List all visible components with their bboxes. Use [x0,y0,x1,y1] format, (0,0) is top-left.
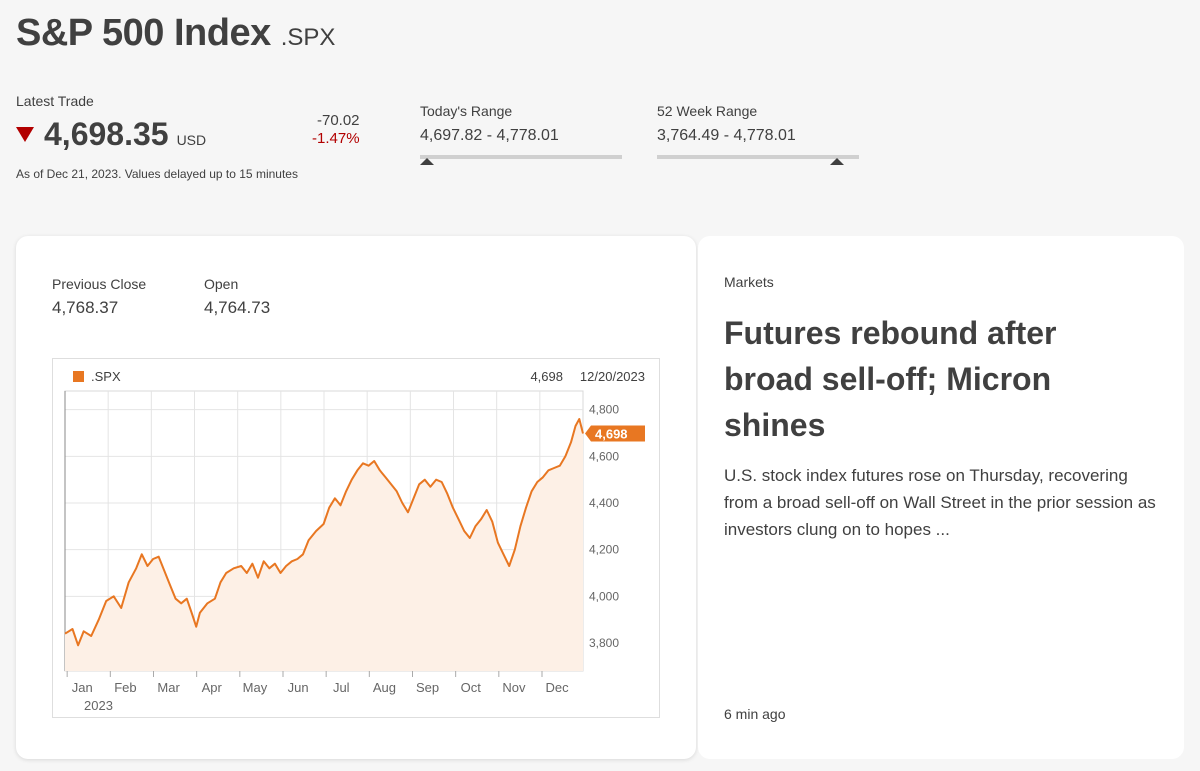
open-label: Open [204,276,239,292]
week52-range: 52 Week Range 3,764.49 - 4,778.01 [657,103,859,165]
y-tick-label: 4,200 [589,543,619,557]
todays-range-label: Today's Range [420,103,513,119]
todays-range-value: 4,697.82 - 4,778.01 [420,127,559,144]
x-tick-label: Aug [373,680,396,695]
week52-range-label: 52 Week Range [657,103,758,119]
y-tick-label: 4,600 [589,449,619,463]
latest-price: 4,698.35 [44,116,169,152]
x-tick-label: May [243,680,268,695]
as-of-note: As of Dec 21, 2023. Values delayed up to… [16,167,298,181]
price-chart[interactable]: 3,800 4,000 4,200 4,400 4,600 4,800 Jan Feb Mar A… [52,358,660,718]
open-value: 4,764.73 [204,298,271,317]
week52-range-bar [657,155,859,165]
todays-range: Today's Range 4,697.82 - 4,778.01 [420,103,622,165]
news-headline[interactable]: Futures rebound after broad sell-off; Mi… [724,315,1057,443]
y-tick-label: 3,800 [589,636,619,650]
index-name: S&P 500 Index [16,12,271,54]
todays-range-bar [420,155,622,165]
news-timestamp: 6 min ago [724,706,786,722]
last-value-tag [585,425,645,442]
previous-close-value: 4,768.37 [52,298,119,317]
previous-close: Previous Close 4,768.37 [52,276,146,318]
x-tick-label: Jun [288,680,309,695]
currency-label: USD [176,132,207,148]
news-card[interactable]: Markets Futures rebound after broad sell… [698,236,1184,759]
price-change: -70.02 -1.47% [312,112,360,148]
x-tick-label: Oct [461,680,482,695]
percent-change: -1.47% [312,130,360,147]
news-summary: U.S. stock index futures rose on Thursda… [724,466,1156,539]
legend-swatch [73,371,84,382]
x-tick-label: Jul [333,680,350,695]
x-tick-label: Nov [502,680,526,695]
week52-range-value: 3,764.49 - 4,778.01 [657,127,796,144]
page-title: S&P 500 Index .SPX [16,12,335,55]
news-section[interactable]: Markets [724,274,774,290]
x-tick-label: Mar [157,680,180,695]
price-chart-svg[interactable]: 3,800 4,000 4,200 4,400 4,600 4,800 Jan Feb Mar A… [53,359,659,717]
quote-chart-card: Previous Close 4,768.37 Open 4,764.73 3,… [16,236,696,759]
chart-header-value: 4,698 [530,369,563,384]
week52-range-marker-icon [829,158,844,165]
legend-label: .SPX [91,369,121,384]
x-tick-label: Apr [202,680,223,695]
y-tick-label: 4,400 [589,496,619,510]
chart-year-label: 2023 [84,698,113,713]
latest-trade-label: Latest Trade [16,93,94,109]
y-tick-label: 4,800 [589,403,619,417]
x-tick-label: Feb [114,680,136,695]
price-row: 4,698.35 USD [16,116,206,153]
y-tick-label: 4,000 [589,589,619,603]
x-tick-label: Dec [546,680,570,695]
x-tick-label: Sep [416,680,439,695]
net-change: -70.02 [316,112,360,129]
down-arrow-icon [16,127,34,142]
chart-area [65,419,583,671]
ric-code: .SPX [280,24,336,51]
previous-close-label: Previous Close [52,276,147,292]
chart-series-line [64,418,584,647]
todays-range-marker-icon [420,158,434,165]
chart-header-date: 12/20/2023 [580,369,645,384]
last-value-label: 4,698 [595,426,628,441]
x-tick-label: Jan [72,680,93,695]
open: Open 4,764.73 [204,276,270,318]
